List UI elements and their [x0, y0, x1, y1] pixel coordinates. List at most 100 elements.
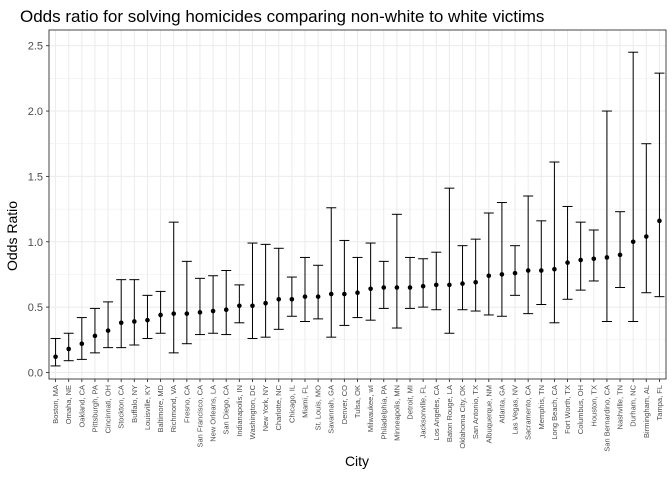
- error-bar: [378, 260, 389, 309]
- data-point: [368, 286, 373, 292]
- x-tick-label: Miami, FL: [300, 385, 309, 418]
- data-point: [92, 333, 98, 339]
- data-point: [145, 317, 150, 323]
- data-point: [604, 255, 610, 260]
- x-tick-label: Indianapolis, IN: [235, 385, 244, 437]
- x-tick-label: Chicago, IL: [287, 385, 296, 423]
- error-bar: [116, 279, 127, 349]
- x-tick-label: Louisville, KY: [143, 385, 152, 430]
- x-tick-label: Durham, NC: [629, 384, 638, 426]
- data-point: [552, 266, 557, 272]
- error-bar: [208, 275, 219, 334]
- data-point: [591, 256, 597, 262]
- x-tick-label: Minneapolis, MN: [392, 385, 401, 441]
- y-tick-label: 1.5: [28, 171, 43, 183]
- data-point: [276, 296, 282, 302]
- x-tick-label: St. Louis, MO: [314, 385, 323, 431]
- x-tick-label: Denver, CO: [340, 385, 349, 424]
- x-tick-label: Atlanta, GA: [497, 385, 506, 423]
- x-tick-label: New Orleans, LA: [209, 385, 218, 442]
- x-tick-label: Nashville, TN: [616, 385, 625, 429]
- error-bar: [562, 205, 573, 300]
- data-point: [486, 273, 492, 279]
- x-tick-label: Las Vegas, NV: [511, 385, 520, 435]
- data-point: [79, 341, 85, 347]
- error-bar: [50, 337, 61, 367]
- x-tick-label: Tulsa, OK: [353, 385, 362, 418]
- data-point: [460, 281, 465, 286]
- x-tick-label: San Francisco, CA: [195, 385, 204, 448]
- data-point: [184, 311, 190, 316]
- error-bar: [457, 245, 468, 311]
- x-tick-label: Baton Rouge, LA: [445, 385, 454, 442]
- data-point: [381, 285, 387, 290]
- error-bar: [470, 238, 481, 312]
- data-point: [617, 252, 623, 258]
- error-bar: [418, 258, 429, 308]
- x-tick-label: Philadelphia, PA: [379, 385, 388, 439]
- error-bar: [588, 229, 599, 282]
- error-bar: [221, 270, 232, 336]
- data-point: [302, 294, 308, 299]
- y-tick-label: 0.0: [28, 367, 43, 379]
- x-tick-label: San Antonio, TX: [471, 385, 480, 439]
- x-tick-label: Columbus, OH: [576, 385, 585, 434]
- y-axis: 0.0 0.5 1.0 1.5 2.0 2.5: [28, 41, 49, 379]
- x-tick-label: Boston, MA: [51, 385, 60, 424]
- x-tick-label: Omaha, NE: [64, 385, 73, 424]
- error-bar: [181, 260, 192, 345]
- data-point: [66, 346, 71, 352]
- error-bar: [299, 256, 310, 322]
- x-tick-label: Fort Worth, TX: [563, 385, 572, 434]
- x-tick-label: Savannah, GA: [327, 385, 336, 434]
- x-tick-label: Tampa, FL: [655, 385, 664, 420]
- x-tick-label: Pittsburgh, PA: [90, 385, 99, 432]
- x-tick-label: Washington, DC: [248, 384, 257, 439]
- data-point: [355, 290, 360, 296]
- error-bar: [247, 242, 258, 339]
- data-point: [118, 320, 124, 326]
- x-tick-label: Detroit, MI: [406, 385, 415, 420]
- data-point: [289, 296, 295, 302]
- x-tick-label: Stockton, CA: [117, 385, 126, 429]
- x-tick-label: San Diego, CA: [222, 385, 231, 435]
- error-bar: [575, 221, 586, 291]
- x-tick-label: Cincinnati, OH: [104, 385, 113, 433]
- data-point: [197, 310, 203, 315]
- data-point: [237, 303, 242, 309]
- x-tick-label: Los Angeles, CA: [432, 385, 441, 440]
- error-bar: [549, 161, 560, 324]
- data-point: [473, 279, 478, 285]
- error-bar: [654, 72, 665, 298]
- data-point: [263, 300, 268, 306]
- error-bar: [352, 256, 363, 319]
- error-bar: [601, 110, 612, 322]
- y-axis-title: Odds Ratio: [4, 201, 20, 271]
- x-axis-title: City: [345, 453, 369, 469]
- x-tick-label: Oklahoma City, OK: [458, 385, 467, 449]
- data-point: [578, 257, 583, 263]
- data-point: [342, 291, 347, 297]
- x-tick-label: Albuquerque, NM: [484, 385, 493, 443]
- x-tick-label: Long Beach, CA: [550, 385, 559, 440]
- data-point: [499, 272, 505, 277]
- x-tick-label: Oakland, CA: [77, 385, 86, 428]
- error-bar: [339, 239, 350, 326]
- y-tick-label: 2.5: [28, 41, 43, 53]
- data-point: [630, 239, 636, 245]
- error-bar: [483, 212, 494, 316]
- data-point: [105, 328, 111, 333]
- error-bar: [536, 220, 547, 305]
- error-bar: [155, 290, 166, 334]
- error-bar: [431, 251, 442, 311]
- data-point: [447, 282, 452, 288]
- error-bar: [76, 317, 87, 360]
- error-bar: [615, 211, 626, 289]
- error-bar: [405, 256, 416, 309]
- points: [53, 218, 662, 360]
- data-point: [158, 312, 163, 318]
- data-point: [315, 294, 321, 299]
- error-bar: [510, 245, 521, 296]
- error-bar: [103, 301, 114, 349]
